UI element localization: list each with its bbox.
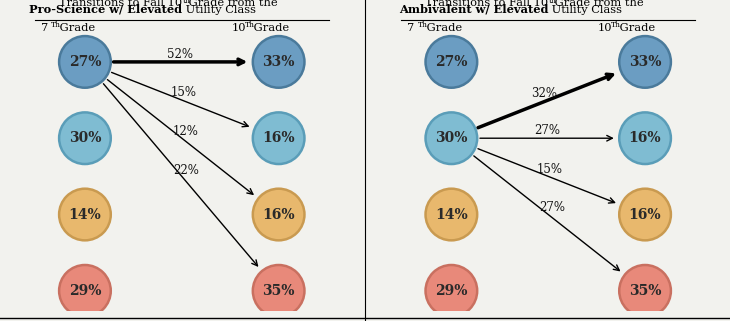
Text: Grade: Grade (250, 23, 289, 33)
Text: 16%: 16% (262, 131, 295, 145)
Text: Th: Th (418, 21, 428, 29)
Text: 16%: 16% (629, 131, 661, 145)
Text: 32%: 32% (531, 87, 557, 100)
Text: 15%: 15% (170, 86, 196, 99)
Circle shape (426, 265, 477, 317)
Circle shape (426, 112, 477, 164)
Text: 27%: 27% (69, 55, 101, 69)
Text: 35%: 35% (262, 284, 295, 298)
Text: 10: 10 (231, 23, 246, 33)
Text: Pro-Science w/ Elevated: Pro-Science w/ Elevated (28, 4, 182, 15)
Text: Th: Th (611, 21, 621, 29)
Text: 10: 10 (598, 23, 612, 33)
Text: Ambivalent w/ Elevated: Ambivalent w/ Elevated (399, 4, 548, 15)
Text: 27%: 27% (539, 202, 565, 214)
Text: Th: Th (245, 21, 255, 29)
Circle shape (253, 36, 304, 88)
Text: 16%: 16% (262, 207, 295, 221)
Circle shape (426, 189, 477, 240)
Circle shape (59, 189, 111, 240)
Text: Grade: Grade (56, 23, 96, 33)
Text: Transitions to Fall 10: Transitions to Fall 10 (425, 0, 548, 8)
Text: Grade from the: Grade from the (551, 0, 644, 8)
Text: 22%: 22% (174, 164, 199, 177)
Circle shape (619, 189, 671, 240)
Text: 30%: 30% (435, 131, 468, 145)
Text: Grade: Grade (616, 23, 656, 33)
Text: Th: Th (51, 21, 61, 29)
Circle shape (619, 36, 671, 88)
Text: 29%: 29% (435, 284, 468, 298)
Circle shape (426, 36, 477, 88)
Text: 52%: 52% (167, 48, 193, 61)
Text: 15%: 15% (537, 162, 563, 176)
Text: 33%: 33% (262, 55, 295, 69)
Text: 7: 7 (41, 23, 48, 33)
Text: 27%: 27% (435, 55, 468, 69)
Circle shape (253, 189, 304, 240)
Text: 12%: 12% (172, 125, 199, 138)
Circle shape (253, 265, 304, 317)
Text: 27%: 27% (534, 124, 560, 137)
Text: 33%: 33% (629, 55, 661, 69)
Text: Utility Class: Utility Class (182, 5, 256, 15)
Circle shape (253, 112, 304, 164)
Text: 29%: 29% (69, 284, 101, 298)
Text: Grade from the: Grade from the (185, 0, 277, 8)
Text: 14%: 14% (435, 207, 468, 221)
Text: 30%: 30% (69, 131, 101, 145)
Circle shape (619, 112, 671, 164)
Text: th: th (182, 0, 191, 5)
Circle shape (59, 36, 111, 88)
Circle shape (59, 112, 111, 164)
Text: Utility Class: Utility Class (548, 5, 622, 15)
Text: Grade: Grade (423, 23, 462, 33)
Text: 7: 7 (407, 23, 415, 33)
Text: 14%: 14% (69, 207, 101, 221)
Circle shape (59, 265, 111, 317)
Text: th: th (549, 0, 557, 5)
Text: 16%: 16% (629, 207, 661, 221)
Text: 35%: 35% (629, 284, 661, 298)
Circle shape (619, 265, 671, 317)
Text: Transitions to Fall 10: Transitions to Fall 10 (58, 0, 182, 8)
